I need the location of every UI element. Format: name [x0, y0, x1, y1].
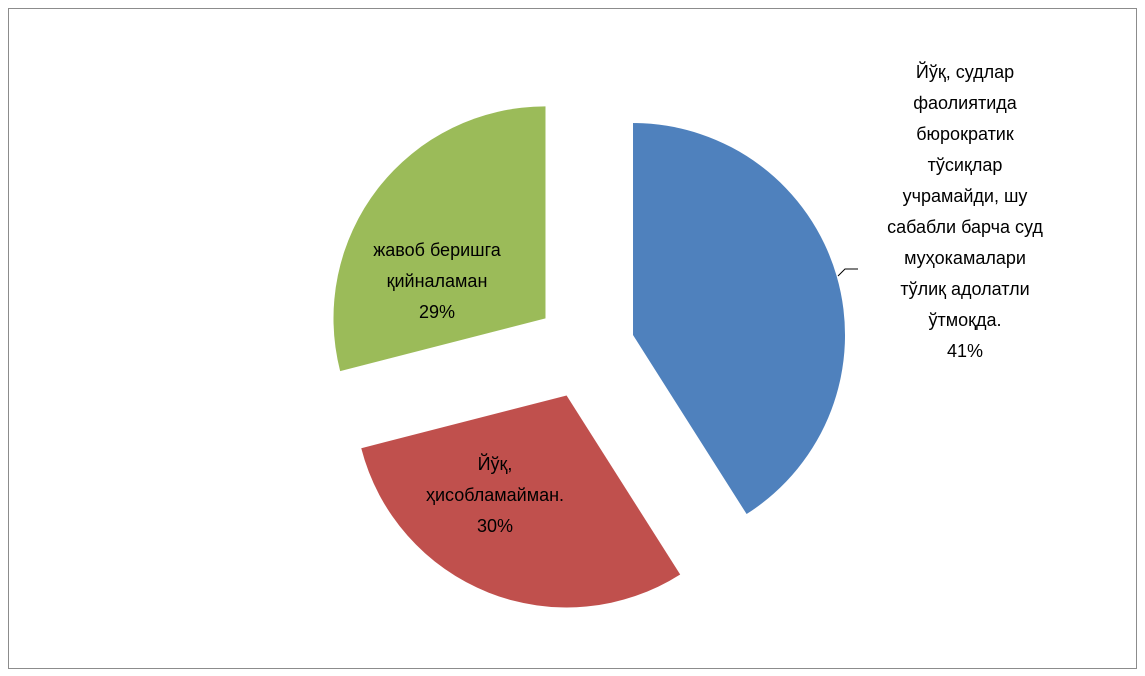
slice-label: Йўқ, судлар фаолиятида бюрократик тўсиқл…	[886, 57, 1044, 367]
pie-slice	[633, 123, 846, 515]
value-label: 41%	[946, 341, 984, 361]
slice-label: Йўқ, ҳисобламайман. 30%	[420, 449, 570, 542]
value-label: 29%	[418, 302, 456, 322]
category-label: жавоб беришга қийналаман	[373, 240, 501, 291]
category-label: Йўқ, судлар фаолиятида бюрократик тўсиқл…	[887, 62, 1043, 330]
value-label: 30%	[476, 516, 514, 536]
leader-line	[837, 268, 858, 277]
category-label: Йўқ, ҳисобламайман.	[425, 454, 565, 505]
slice-label: жавоб беришга қийналаман 29%	[367, 235, 507, 328]
pie-slice	[333, 106, 546, 372]
pie-slice	[361, 395, 681, 608]
